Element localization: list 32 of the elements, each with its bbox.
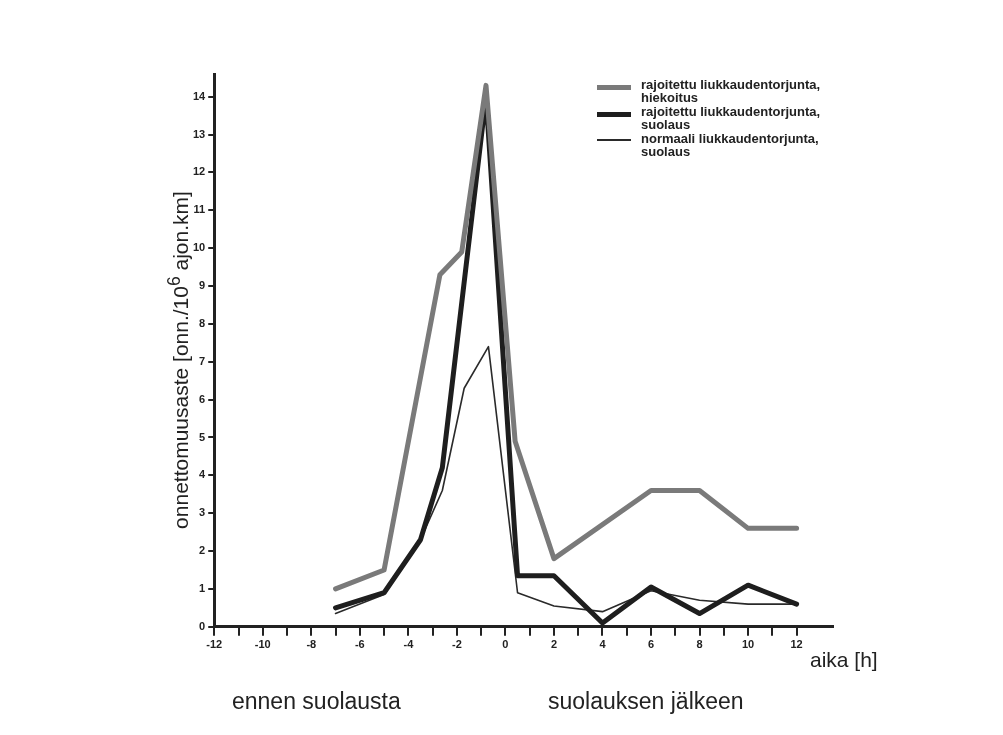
- x-tick-label: 0: [502, 638, 509, 651]
- y-tick-label: 1: [199, 581, 206, 594]
- y-tick-label: 3: [199, 506, 206, 519]
- y-tick-label: 13: [192, 127, 206, 140]
- x-tick-label: -6: [354, 638, 365, 651]
- x-axis-title: aika [h]: [810, 648, 878, 672]
- y-tick-label: 5: [199, 430, 206, 443]
- y-tick-label: 9: [199, 279, 206, 292]
- y-tick-label: 2: [199, 544, 206, 557]
- x-tick-label: -8: [306, 638, 317, 651]
- x-tick-label: 2: [550, 638, 558, 651]
- text: ennen suolausta: [232, 688, 401, 715]
- y-tick-label: 4: [199, 468, 207, 481]
- y-tick-label: 12: [192, 165, 206, 178]
- y-tick-label: 6: [199, 392, 206, 405]
- x-tick-label: 8: [696, 638, 703, 651]
- legend-label: normaali liukkaudentorjunta, suolaus: [641, 131, 820, 159]
- y-tick-label: 11: [193, 203, 206, 216]
- y-tick-label: 14: [192, 89, 207, 102]
- x-tick-label: 4: [599, 638, 607, 651]
- x-tick-label: -10: [254, 638, 271, 651]
- x-tick-label: 6: [647, 638, 655, 651]
- y-tick-label: 7: [199, 354, 206, 367]
- y-tick-label: 10: [192, 241, 206, 254]
- y-tick-label: 8: [199, 316, 206, 329]
- x-tick-label: 12: [790, 638, 803, 651]
- x-tick-label: 10: [741, 638, 755, 651]
- y-tick-label: 0: [199, 619, 206, 632]
- x-tick-label: -12: [206, 638, 223, 651]
- text: suolauksen jälkeen: [548, 688, 744, 715]
- x-tick-label: -2: [452, 638, 462, 651]
- x-tick-label: -4: [403, 638, 415, 651]
